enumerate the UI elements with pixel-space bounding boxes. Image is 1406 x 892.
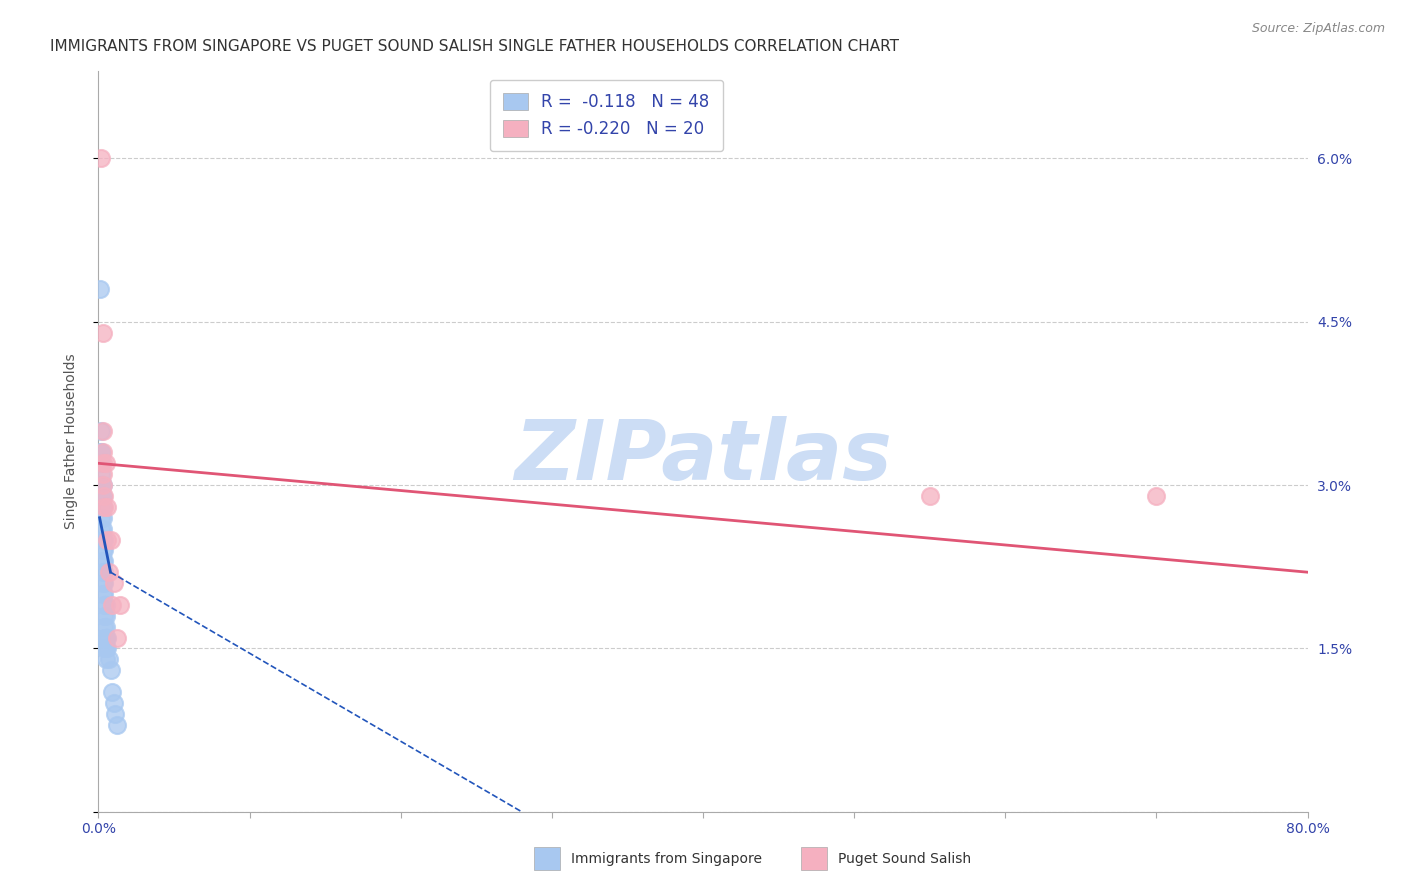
Point — [91, 565, 114, 579]
Point — [104, 706, 127, 721]
Point — [100, 663, 122, 677]
Point — [103, 696, 125, 710]
Point — [98, 565, 121, 579]
Point — [93, 533, 115, 547]
Point — [91, 576, 114, 591]
Point — [93, 587, 115, 601]
Point — [103, 576, 125, 591]
Point — [94, 456, 117, 470]
Point — [93, 619, 115, 633]
Point — [93, 565, 115, 579]
Point — [90, 522, 112, 536]
Point — [90, 456, 112, 470]
Point — [1144, 489, 1167, 503]
Point — [90, 478, 112, 492]
Point — [90, 467, 112, 482]
Point — [90, 510, 112, 524]
Point — [105, 717, 128, 731]
Text: Puget Sound Salish: Puget Sound Salish — [838, 852, 972, 865]
Point — [918, 489, 941, 503]
Point — [101, 598, 124, 612]
Point — [93, 641, 115, 656]
Point — [91, 500, 114, 514]
Point — [93, 554, 115, 568]
Point — [93, 608, 115, 623]
Point — [91, 456, 114, 470]
Point — [91, 478, 114, 492]
Point — [90, 424, 112, 438]
Point — [101, 685, 124, 699]
Point — [96, 500, 118, 514]
Legend: R =  -0.118   N = 48, R = -0.220   N = 20: R = -0.118 N = 48, R = -0.220 N = 20 — [489, 79, 723, 151]
Y-axis label: Single Father Households: Single Father Households — [63, 354, 77, 529]
Point — [94, 608, 117, 623]
Point — [91, 510, 114, 524]
Point — [91, 467, 114, 482]
Point — [96, 631, 118, 645]
Point — [90, 445, 112, 459]
Point — [98, 652, 121, 666]
Point — [93, 489, 115, 503]
Point — [91, 554, 114, 568]
Point — [91, 543, 114, 558]
Point — [93, 598, 115, 612]
Point — [91, 478, 114, 492]
Point — [94, 641, 117, 656]
Point — [94, 598, 117, 612]
Point — [91, 326, 114, 340]
Point — [91, 424, 114, 438]
Point — [94, 619, 117, 633]
Point — [90, 152, 112, 166]
Point — [93, 543, 115, 558]
Point — [91, 533, 114, 547]
Text: Source: ZipAtlas.com: Source: ZipAtlas.com — [1251, 22, 1385, 36]
Point — [108, 598, 131, 612]
Point — [100, 533, 122, 547]
Point — [91, 489, 114, 503]
Point — [93, 576, 115, 591]
Point — [94, 631, 117, 645]
Point — [90, 478, 112, 492]
Text: Immigrants from Singapore: Immigrants from Singapore — [571, 852, 762, 865]
Point — [93, 631, 115, 645]
Point — [96, 533, 118, 547]
Point — [94, 652, 117, 666]
Text: IMMIGRANTS FROM SINGAPORE VS PUGET SOUND SALISH SINGLE FATHER HOUSEHOLDS CORRELA: IMMIGRANTS FROM SINGAPORE VS PUGET SOUND… — [51, 38, 898, 54]
Point — [89, 282, 111, 296]
Point — [96, 641, 118, 656]
Point — [91, 587, 114, 601]
Point — [90, 489, 112, 503]
Point — [105, 631, 128, 645]
Point — [90, 500, 112, 514]
Point — [91, 445, 114, 459]
Point — [93, 500, 115, 514]
Text: ZIPatlas: ZIPatlas — [515, 416, 891, 497]
Point — [91, 522, 114, 536]
Point — [90, 445, 112, 459]
